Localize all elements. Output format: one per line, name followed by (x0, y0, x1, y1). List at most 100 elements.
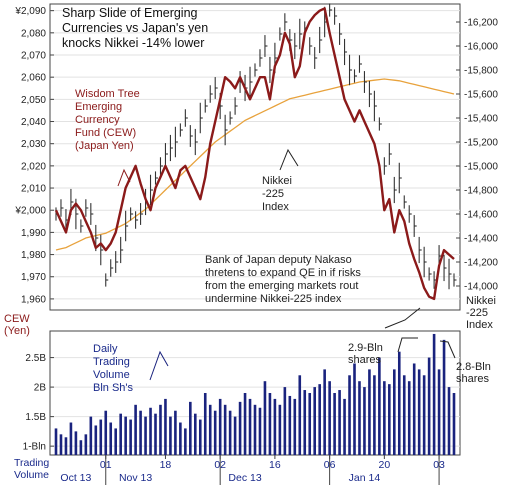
volume-bar-9 (99, 419, 103, 455)
right-tick-label-0: -16,200 (464, 18, 498, 29)
volume-bar-34 (223, 404, 227, 455)
volume-bar-13 (119, 413, 122, 455)
right-tick-label-7: -14,800 (464, 186, 498, 197)
nikkei-annotation-line-2: -225 (262, 188, 284, 200)
x-tick-label-5: 20 (379, 459, 391, 471)
chart-title: Sharp Slide of Emerging Currencies vs Ja… (62, 6, 212, 50)
volume-tick-label-3: 1-Bln (23, 442, 46, 453)
chart-title-line-1: Sharp Slide of Emerging (62, 6, 198, 20)
volume-bar-71 (407, 381, 411, 455)
peak2-annotation-line-1: 2.8-Bln (456, 361, 491, 373)
volume-bar-80 (452, 393, 456, 455)
x-tick-label-2: 02 (214, 459, 226, 471)
x-tick-label-1: 18 (160, 459, 172, 471)
volume-bar-62 (363, 387, 366, 455)
volume-bar-68 (393, 369, 396, 455)
volume-bar-14 (124, 416, 127, 455)
moving-average-series (55, 78, 455, 251)
volume-bar-10 (104, 410, 108, 455)
volume-bar-37 (238, 401, 242, 455)
volume-bar-72 (412, 363, 416, 455)
volume-bar-33 (218, 398, 222, 455)
volume-annotation-line-1: Daily (93, 343, 118, 355)
volume-bar-25 (179, 422, 182, 455)
left-axis-label-line-2: (Yen) (4, 325, 30, 337)
volume-bar-16 (134, 404, 137, 455)
volume-annotation-line-2: Trading (93, 356, 130, 368)
peak1-annotation-line-1: 2.9-Bln (348, 342, 383, 354)
volume-bar-64 (373, 375, 376, 455)
cew-annotation-line-4: Fund (CEW) (75, 127, 136, 139)
volume-bar-70 (402, 375, 406, 455)
volume-bar-4 (74, 431, 78, 455)
volume-bar-61 (358, 381, 361, 455)
right-tick-label-8: -14,600 (464, 210, 498, 221)
left-tick-label-11: 1,980 (21, 250, 46, 261)
volume-bar-53 (318, 384, 321, 455)
left-tick-label-6: 2,030 (21, 139, 46, 150)
right-tick-label-11: -14,000 (464, 282, 498, 293)
volume-axis-label: Trading Volume (14, 457, 52, 481)
nikkei-price-bars (55, 3, 457, 290)
peak2-annotation: 2.8-Bln shares (456, 361, 494, 385)
volume-bar-38 (243, 393, 247, 455)
volume-bar-44 (273, 398, 277, 455)
volume-bars (54, 333, 456, 455)
volume-bar-54 (323, 369, 326, 455)
left-tick-label-12: 1,970 (21, 272, 46, 283)
right-axis-label-line-3: Index (466, 319, 493, 331)
left-tick-label-4: 2,050 (21, 95, 46, 106)
chart-title-line-3: knocks Nikkei -14% lower (62, 36, 204, 50)
boj-annotation-line-3: from the emerging markets rout (205, 280, 358, 292)
peak2-annotation-line-2: shares (456, 373, 490, 385)
volume-bar-76 (432, 333, 436, 455)
right-tick-label-2: -15,800 (464, 66, 498, 77)
x-month-label-1: Nov 13 (119, 472, 152, 484)
volume-bar-18 (144, 416, 147, 455)
volume-bar-35 (228, 410, 232, 455)
volume-bar-28 (194, 413, 197, 455)
cew-annotation-line-1: Wisdom Tree (75, 88, 140, 100)
right-tick-label-1: -16,000 (464, 42, 498, 53)
cew-annotation-line-3: Currency (75, 114, 120, 126)
left-tick-label-10: 1,990 (21, 228, 46, 239)
volume-bar-39 (248, 398, 252, 455)
volume-bar-58 (343, 398, 346, 455)
volume-bar-22 (164, 398, 167, 455)
volume-bar-40 (253, 404, 257, 455)
volume-bar-2 (64, 437, 68, 455)
volume-bar-43 (268, 393, 272, 455)
volume-bar-78 (442, 339, 446, 455)
volume-axis-label-line-1: Trading (14, 457, 49, 469)
peak1-annotation-line-2: shares (348, 354, 382, 366)
left-tick-label-2: 2,070 (21, 51, 46, 62)
price-plot-frame (49, 3, 461, 311)
nikkei-annotation-line-3: Index (262, 201, 289, 213)
volume-annotation-line-4: Bln Sh's (93, 382, 134, 394)
volume-bar-41 (258, 407, 262, 455)
volume-bar-60 (353, 363, 356, 455)
volume-bar-56 (333, 393, 336, 455)
volume-bar-77 (437, 369, 441, 455)
left-tick-label-3: 2,060 (21, 73, 46, 84)
volume-bar-27 (189, 401, 192, 455)
volume-bar-75 (427, 357, 431, 455)
volume-bar-17 (139, 410, 142, 455)
volume-annotation-pointer (149, 350, 169, 381)
volume-bar-1 (59, 434, 63, 455)
left-tick-label-13: 1,960 (21, 294, 46, 305)
volume-bar-63 (368, 369, 371, 455)
left-tick-label-5: 2,040 (21, 117, 46, 128)
right-axis-ticks: -16,200 -16,000 -15,800 -15,600 -15,400 -15,2… (456, 18, 498, 293)
x-month-label-0: Oct 13 (60, 472, 91, 484)
volume-bar-29 (198, 419, 202, 455)
left-tick-label-1: 2,080 (21, 28, 46, 39)
volume-bar-32 (213, 410, 217, 455)
volume-bar-31 (208, 404, 212, 455)
volume-bar-51 (308, 393, 312, 455)
boj-annotation-line-1: Bank of Japan deputy Nakaso (205, 254, 352, 266)
volume-bar-47 (288, 395, 292, 455)
right-axis-label: Nikkei -225 Index (466, 295, 499, 331)
volume-bar-24 (174, 410, 177, 455)
x-month-label-2: Dec 13 (228, 472, 261, 484)
